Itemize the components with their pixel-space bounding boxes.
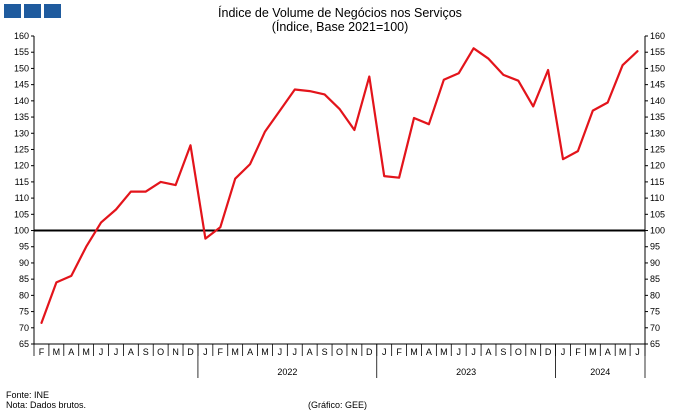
x-month-label: A [605,347,611,357]
right-y-tick-label: 105 [650,209,665,219]
x-month-label: N [351,347,358,357]
x-month-label: S [143,347,149,357]
x-month-label: J [382,347,387,357]
left-y-tick-label: 125 [14,144,29,154]
right-y-tick-label: 115 [650,177,664,187]
logo-block-1 [4,4,21,18]
right-y-tick-label: 135 [650,112,665,122]
right-y-tick-label: 110 [650,193,664,203]
left-y-tick-label: 145 [14,80,29,90]
x-month-label: A [426,347,432,357]
right-y-tick-label: 70 [650,323,660,333]
x-year-label: 2024 [590,367,610,377]
right-y-tick-label: 100 [650,226,665,236]
x-month-label: M [82,347,90,357]
x-month-label: D [366,347,373,357]
x-month-label: J [456,347,461,357]
x-month-label: A [68,347,74,357]
left-y-tick-label: 150 [14,63,29,73]
x-month-label: J [561,347,566,357]
data-note: Nota: Dados brutos. [6,400,87,410]
logo-block-2 [24,4,41,18]
left-y-tick-label: 140 [14,96,29,106]
x-month-label: M [53,347,61,357]
x-month-label: J [471,347,476,357]
x-month-label: A [128,347,134,357]
x-month-label: J [203,347,208,357]
right-y-tick-label: 75 [650,307,660,317]
x-month-label: D [187,347,194,357]
left-y-tick-label: 105 [14,209,29,219]
right-y-tick-label: 155 [650,47,665,57]
x-month-label: S [322,347,328,357]
right-y-tick-label: 145 [650,80,665,90]
left-y-tick-label: 155 [14,47,29,57]
right-y-tick-label: 95 [650,242,660,252]
x-month-label: M [261,347,269,357]
x-month-label: J [114,347,119,357]
left-y-tick-label: 130 [14,128,29,138]
left-y-tick-label: 90 [19,258,29,268]
right-y-tick-label: 130 [650,128,665,138]
x-month-label: J [293,347,298,357]
x-month-label: N [172,347,179,357]
chart-credit: (Gráfico: GEE) [308,400,368,410]
right-y-tick-label: 140 [650,96,665,106]
x-month-label: J [99,347,104,357]
x-year-label: 2023 [456,367,476,377]
x-month-label: N [530,347,537,357]
chart-subtitle: (Índice, Base 2021=100) [271,20,409,34]
x-month-label: M [231,347,239,357]
left-y-tick-label: 75 [19,307,29,317]
x-year-label: 2022 [277,367,297,377]
right-y-tick-label: 85 [650,274,660,284]
x-month-label: A [247,347,253,357]
x-month-label: S [500,347,506,357]
right-y-tick-label: 120 [650,161,665,171]
series-line-1 [40,47,639,324]
right-y-tick-label: 160 [650,31,665,41]
x-month-label: F [575,347,581,357]
x-month-label: M [410,347,418,357]
logo-block-3 [44,4,61,18]
left-y-tick-label: 120 [14,161,29,171]
x-month-label: F [396,347,402,357]
left-y-tick-label: 80 [19,290,29,300]
x-month-label: O [336,347,343,357]
left-y-tick-label: 95 [19,242,29,252]
x-month-label: A [307,347,313,357]
x-month-label: J [278,347,283,357]
right-y-tick-label: 150 [650,63,665,73]
right-y-tick-label: 125 [650,144,665,154]
left-y-tick-label: 110 [15,193,29,203]
x-month-label: F [218,347,224,357]
x-month-label: M [589,347,597,357]
left-y-tick-label: 115 [15,177,29,187]
x-month-label: J [635,347,640,357]
x-month-label: D [545,347,552,357]
chart-title-block: Índice de Volume de Negócios nos Serviço… [0,6,680,34]
right-y-tick-label: 65 [650,339,660,349]
x-month-label: F [39,347,45,357]
logo [4,4,61,18]
x-month-label: M [619,347,627,357]
x-month-label: M [440,347,448,357]
source-note: Fonte: INE [6,390,50,400]
x-month-label: O [157,347,164,357]
x-month-label: O [515,347,522,357]
right-y-tick-label: 80 [650,290,660,300]
x-month-label: A [486,347,492,357]
left-y-tick-label: 135 [14,112,29,122]
left-y-tick-label: 160 [14,31,29,41]
left-y-tick-label: 65 [19,339,29,349]
left-y-tick-label: 100 [14,226,29,236]
chart-title: Índice de Volume de Negócios nos Serviço… [218,6,462,20]
left-y-tick-label: 85 [19,274,29,284]
right-y-tick-label: 90 [650,258,660,268]
left-y-tick-label: 70 [19,323,29,333]
